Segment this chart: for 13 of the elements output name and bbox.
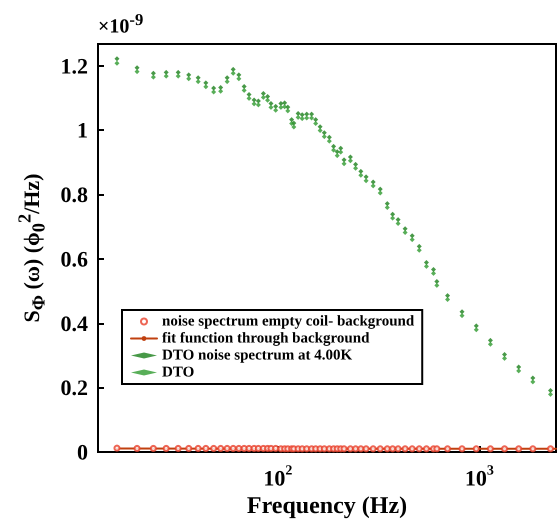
text: ×10$^{-9}$ [98, 10, 144, 39]
y-tick-label: 0.2 [60, 375, 88, 400]
y-tick-label: 0 [77, 440, 88, 464]
y-tick-label: 0.8 [60, 182, 88, 208]
legend-label: DTO noise spectrum at 4.00K [162, 348, 352, 364]
y-tick-label: 1 [77, 118, 88, 143]
y-tick-label: 0.6 [60, 246, 88, 272]
legend-label: fit function through background [162, 330, 370, 346]
y-tick-label: 0.4 [60, 310, 88, 336]
x-axis-title: Frequency (Hz) [246, 493, 408, 519]
legend-label: DTO [162, 364, 194, 380]
legend-label: noise spectrum empty coil- background [162, 314, 415, 330]
y-tick-label: 1.2 [60, 53, 88, 78]
